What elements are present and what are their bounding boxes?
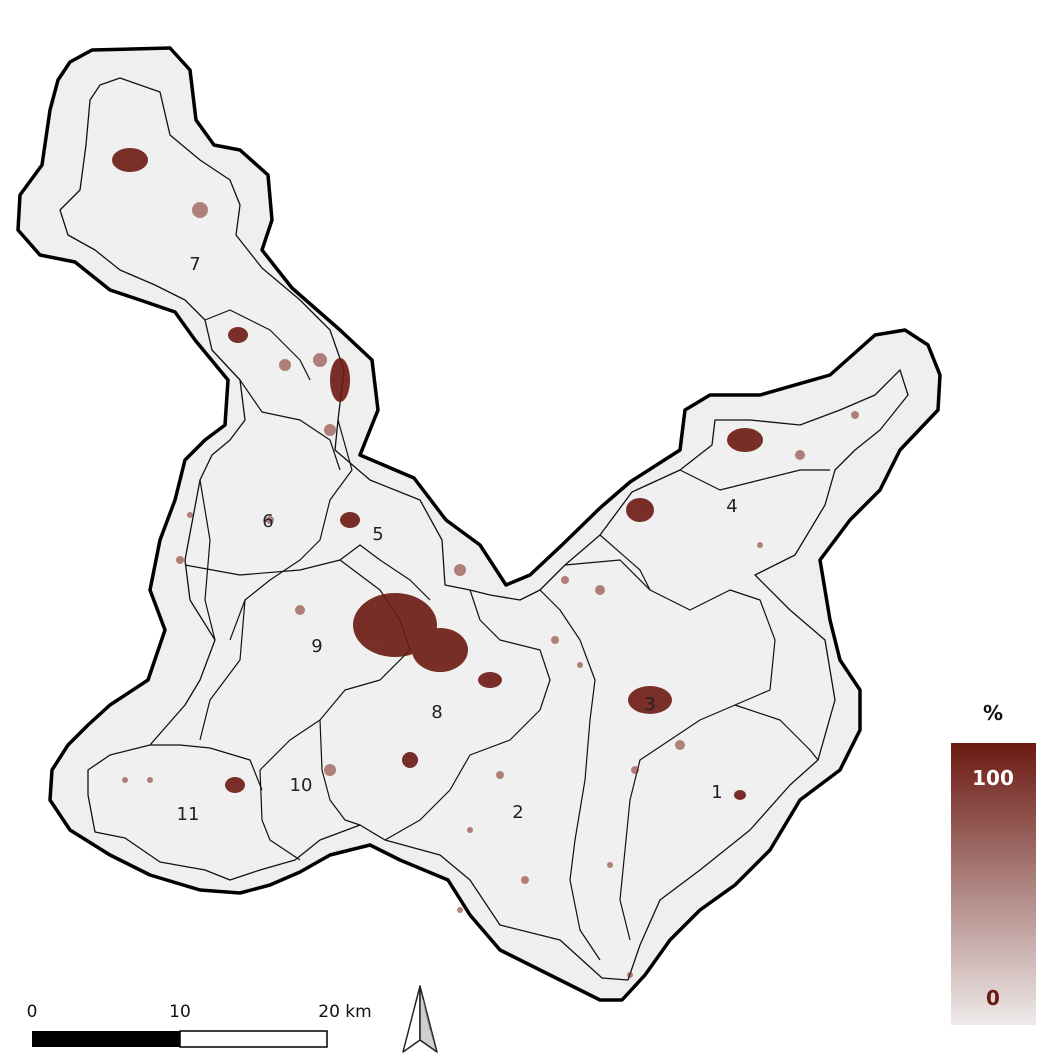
outer-boundary xyxy=(16,46,942,1002)
zone-label-8: 8 xyxy=(431,702,442,723)
scale-bar-black-segment xyxy=(32,1031,180,1047)
zone-label-1: 1 xyxy=(711,782,722,803)
zone-label-6: 6 xyxy=(262,511,273,532)
catchment-outline xyxy=(59,77,909,981)
zone-label-2: 2 xyxy=(512,802,523,823)
north-arrow-icon xyxy=(402,985,438,1053)
zone-label-11: 11 xyxy=(177,804,200,825)
legend-min-label: 0 xyxy=(986,986,1000,1010)
scale-bar: 0 10 20 km xyxy=(27,1002,372,1048)
scale-tick-20: 20 km xyxy=(318,1002,371,1022)
urban-density-layer xyxy=(112,148,859,978)
zone-label-9: 9 xyxy=(311,636,322,657)
zone-labels: 1 2 3 4 5 6 7 8 9 10 11 xyxy=(177,254,738,825)
legend-gradient-bar xyxy=(951,743,1036,1025)
scale-tick-0: 0 xyxy=(27,1002,38,1022)
legend: % 100 0 xyxy=(951,701,1036,1025)
zone-label-10: 10 xyxy=(290,775,313,796)
scale-bar-white-segment xyxy=(179,1030,328,1048)
scale-tick-10: 10 xyxy=(169,1002,191,1022)
zone-label-5: 5 xyxy=(372,524,383,545)
zone-label-4: 4 xyxy=(726,496,737,517)
legend-max-label: 100 xyxy=(972,766,1014,790)
zone-label-7: 7 xyxy=(189,254,200,275)
legend-title: % xyxy=(983,701,1003,725)
zone-label-3: 3 xyxy=(644,694,655,715)
